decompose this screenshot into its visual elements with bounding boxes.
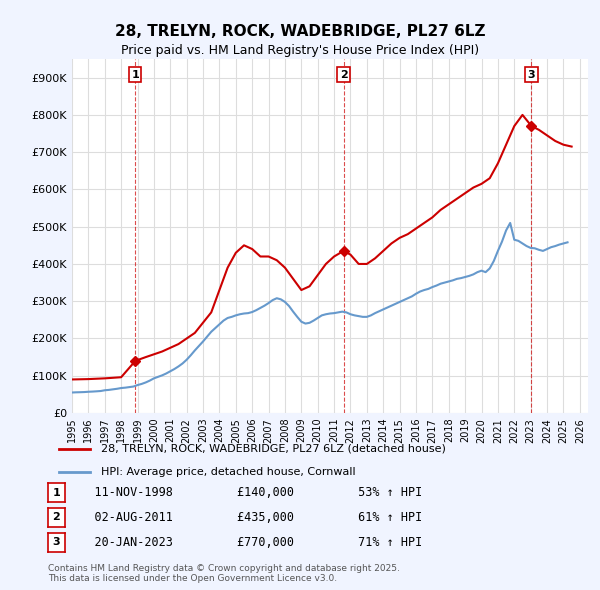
Text: 28, TRELYN, ROCK, WADEBRIDGE, PL27 6LZ (detached house): 28, TRELYN, ROCK, WADEBRIDGE, PL27 6LZ (… — [101, 444, 446, 454]
Text: 1: 1 — [131, 70, 139, 80]
Text: 3: 3 — [53, 537, 60, 547]
Text: 11-NOV-1998         £140,000         53% ↑ HPI: 11-NOV-1998 £140,000 53% ↑ HPI — [66, 486, 422, 499]
Text: 1: 1 — [53, 488, 60, 497]
Text: 02-AUG-2011         £435,000         61% ↑ HPI: 02-AUG-2011 £435,000 61% ↑ HPI — [66, 511, 422, 524]
Text: Contains HM Land Registry data © Crown copyright and database right 2025.
This d: Contains HM Land Registry data © Crown c… — [48, 563, 400, 583]
Text: 20-JAN-2023         £770,000         71% ↑ HPI: 20-JAN-2023 £770,000 71% ↑ HPI — [66, 536, 422, 549]
Text: 2: 2 — [53, 513, 60, 522]
Text: 2: 2 — [340, 70, 347, 80]
Text: Price paid vs. HM Land Registry's House Price Index (HPI): Price paid vs. HM Land Registry's House … — [121, 44, 479, 57]
Text: 3: 3 — [527, 70, 535, 80]
Text: HPI: Average price, detached house, Cornwall: HPI: Average price, detached house, Corn… — [101, 467, 355, 477]
Text: 28, TRELYN, ROCK, WADEBRIDGE, PL27 6LZ: 28, TRELYN, ROCK, WADEBRIDGE, PL27 6LZ — [115, 24, 485, 38]
